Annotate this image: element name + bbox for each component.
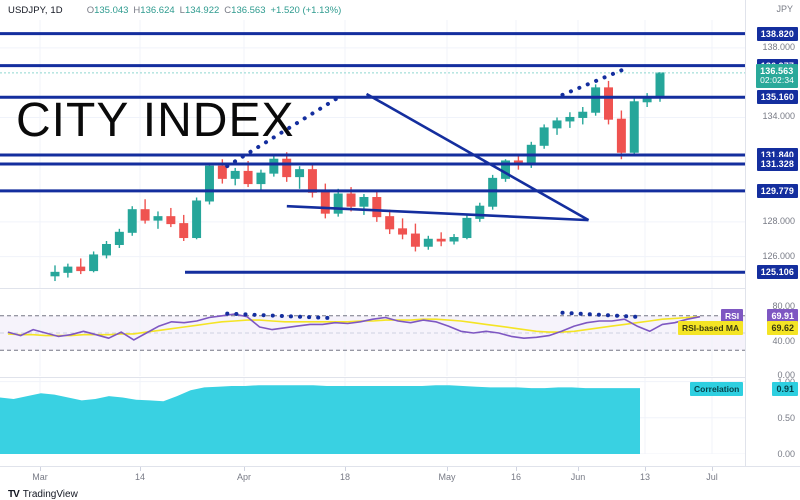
ohlc-values: O135.043 H136.624 L134.922 C136.563 +1.520 (… [87,5,342,16]
rsi-ma-name-tag[interactable]: RSI-based MA [678,321,744,336]
correlation-name-tag[interactable]: Correlation [690,382,744,397]
time-axis-tickmark [516,467,517,471]
time-axis-tickmark [40,467,41,471]
tradingview-logo-icon: TV [8,488,20,500]
open-key: O [86,4,95,16]
time-tick-jun: Jun [570,472,586,482]
correlation-pane[interactable] [0,378,745,454]
time-tick-may: May [438,472,456,482]
rsi-pane[interactable] [0,290,745,376]
chart-legend: USDJPY, 1D O135.043 H136.624 L134.922 C136.… [0,0,800,20]
price-chart-svg [0,20,745,288]
price-level-label-135-160[interactable]: 135.160 [756,90,798,105]
price-tick-128-000: 128.000 [762,215,795,226]
current-price-value: 136.563 [760,65,794,76]
time-tick-apr: Apr [236,472,252,482]
time-tick-mar: Mar [32,472,48,482]
tradingview-logo-text: TradingView [22,488,78,500]
tradingview-attribution: TV TradingView [0,488,800,500]
time-axis-tickmark [244,467,245,471]
high-value: 136.624 [140,4,175,16]
time-axis[interactable]: Mar 14 Apr 18 May 16 Jun 13 Jul [0,466,800,488]
rsi-chart-svg [0,290,745,376]
time-tick-16: 16 [510,472,522,482]
rsi-value-box[interactable]: 69.91 [767,308,798,323]
price-level-label-138-820[interactable]: 138.820 [756,26,798,41]
time-tick-13: 13 [639,472,651,482]
axis-currency-unit: JPY [776,4,793,14]
time-axis-tickmark [447,467,448,471]
change-value: +1.520 (+1.13%) [270,4,342,16]
pane-divider-2 [0,377,800,378]
correlation-chart-svg [0,378,745,454]
price-level-label-129-779[interactable]: 129.779 [756,183,798,198]
correlation-value-box[interactable]: 0.91 [772,382,798,397]
corr-tick-1-00: 1.00 [777,377,795,387]
price-axis[interactable]: JPY 138.000 134.000 128.000 126.000 138.820 1… [745,0,800,466]
pane-divider-1 [0,288,800,289]
rsi-tick-0-00: 0.00 [777,370,795,380]
time-axis-tickmark [345,467,346,471]
low-value: 134.922 [184,4,220,16]
symbol-label[interactable]: USDJPY, 1D [8,4,63,16]
price-tick-138-000: 138.000 [762,41,795,52]
price-tick-134-000: 134.000 [762,111,795,122]
price-level-label-125-106[interactable]: 125.106 [756,265,798,280]
close-key: C [224,4,232,16]
rsi-tick-80-00: 80.00 [772,301,795,312]
time-axis-tickmark [140,467,141,471]
corr-tick-0-00: 0.00 [777,449,795,459]
time-tick-18: 18 [339,472,351,482]
rsi-ma-value-box[interactable]: 69.62 [767,321,798,336]
close-value: 136.563 [231,4,266,16]
price-pane[interactable] [0,20,745,288]
rsi-tick-40-00: 40.00 [772,335,795,346]
price-level-label-131-328[interactable]: 131.328 [756,156,798,171]
time-axis-tickmark [645,467,646,471]
time-tick-jul: Jul [706,472,718,482]
price-tick-126-000: 126.000 [762,250,795,261]
bar-countdown-timer: 02:02:34 [760,75,794,86]
high-key: H [133,4,141,16]
current-price-label[interactable]: 136.563 02:02:34 [756,63,798,88]
time-axis-tickmark [712,467,713,471]
corr-tick-0-50: 0.50 [777,412,795,423]
low-key: L [179,4,185,16]
time-axis-tickmark [578,467,579,471]
rsi-name-tag[interactable]: RSI [721,308,744,323]
time-tick-14: 14 [134,472,146,482]
open-value: 135.043 [94,4,129,16]
